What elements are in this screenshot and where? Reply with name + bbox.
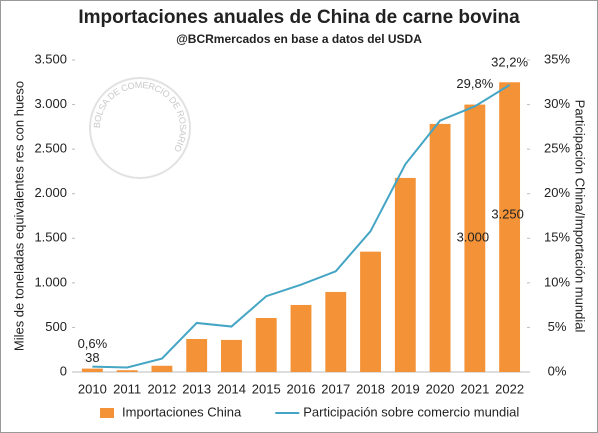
x-tick-label: 2011 xyxy=(113,381,141,396)
legend-label: Importaciones China xyxy=(122,404,242,419)
y2-tick-label: 15% xyxy=(544,230,570,245)
y-tick-label: 500 xyxy=(45,319,67,334)
bar xyxy=(221,339,242,372)
bar xyxy=(464,104,486,373)
x-tick-label: 2018 xyxy=(356,381,385,396)
legend-swatch xyxy=(100,408,114,418)
y2-tick-label: 0% xyxy=(548,363,567,378)
y-tick-label: 2.000 xyxy=(34,185,67,200)
chart-title: Importaciones anuales de China de carne … xyxy=(78,7,520,28)
y-axis-title: Miles de toneladas equivalentes res con … xyxy=(11,81,26,351)
bar xyxy=(151,365,173,372)
y2-tick-label: 25% xyxy=(544,141,570,156)
y-tick-label: 2.500 xyxy=(34,141,67,156)
y-tick-label: 3.500 xyxy=(34,51,67,66)
y2-tick-label: 35% xyxy=(544,51,570,66)
bar xyxy=(360,251,381,372)
y-tick-label: 3.000 xyxy=(34,96,67,111)
x-tick-label: 2010 xyxy=(78,381,107,396)
line xyxy=(92,84,511,369)
bar xyxy=(255,317,277,372)
x-tick-label: 2015 xyxy=(252,381,281,396)
line-value-label: 32,2% xyxy=(491,54,528,69)
x-tick-label: 2019 xyxy=(391,381,420,396)
bar xyxy=(499,82,521,373)
bar xyxy=(186,339,208,372)
y-tick-label: 1.000 xyxy=(34,274,67,289)
bar xyxy=(429,123,451,372)
y2-axis-title: Participación China/Importación mundial xyxy=(573,100,588,333)
x-tick-label: 2014 xyxy=(217,381,246,396)
x-tick-label: 2012 xyxy=(147,381,176,396)
line-value-label: 29,8% xyxy=(456,76,493,91)
bar-value-label: 3.250 xyxy=(491,207,524,222)
bar xyxy=(116,370,138,372)
x-tick-label: 2013 xyxy=(182,381,211,396)
x-tick-label: 2020 xyxy=(426,381,455,396)
x-tick-label: 2022 xyxy=(495,381,524,396)
legend-label: Participación sobre comercio mundial xyxy=(303,404,519,419)
chart-subtitle: @BCRmercados en base a datos del USDA xyxy=(176,32,422,46)
x-tick-label: 2017 xyxy=(321,381,350,396)
y2-tick-label: 10% xyxy=(544,274,570,289)
bar xyxy=(325,291,347,372)
bar-value-label: 3.000 xyxy=(457,230,490,245)
x-tick-label: 2021 xyxy=(460,381,489,396)
line-value-label: 0,6% xyxy=(78,336,108,351)
bar xyxy=(290,304,312,372)
y2-tick-label: 5% xyxy=(548,319,567,334)
watermark-seal xyxy=(89,77,191,179)
bar-value-label: 38 xyxy=(85,350,99,365)
y-tick-label: 1.500 xyxy=(34,230,67,245)
y2-tick-label: 20% xyxy=(544,185,570,200)
y-tick-label: 0 xyxy=(60,363,67,378)
x-tick-label: 2016 xyxy=(287,381,316,396)
bar xyxy=(394,177,416,372)
bar xyxy=(81,368,103,372)
y2-tick-label: 30% xyxy=(544,96,570,111)
